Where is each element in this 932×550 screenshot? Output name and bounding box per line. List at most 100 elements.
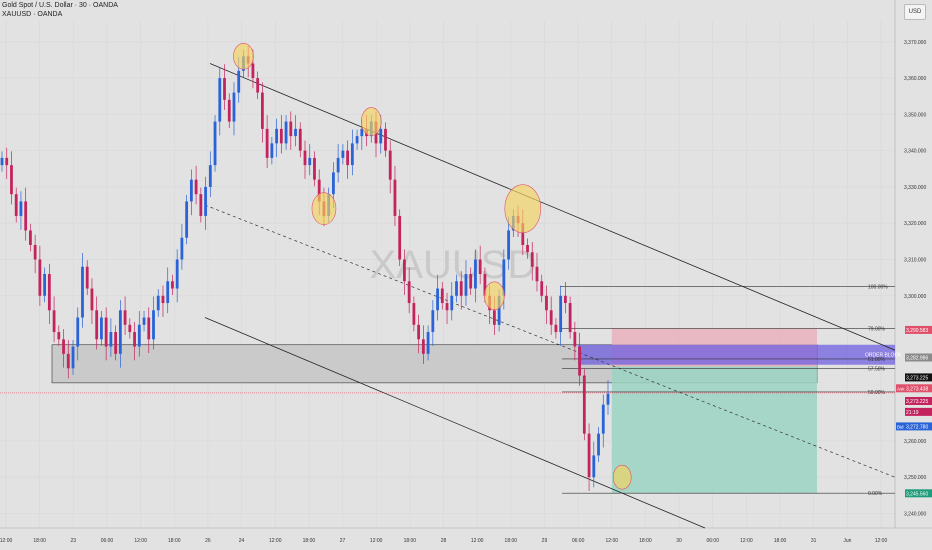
candle-body (540, 281, 544, 296)
candle-body (554, 324, 558, 333)
price-badge (905, 353, 932, 362)
currency-button[interactable]: USD (904, 4, 926, 20)
y-tick-label: 3,340.000 (904, 149, 926, 155)
candle-body (497, 295, 501, 325)
candle-body (360, 128, 364, 137)
candle-body (464, 274, 468, 296)
candle-body (57, 332, 61, 340)
candle-body (104, 317, 108, 347)
y-tick-label: 3,370.000 (904, 40, 926, 46)
candle-body (384, 128, 387, 151)
price-badge (905, 325, 932, 334)
candle-body (90, 288, 94, 311)
candle-body (587, 433, 591, 478)
candle-body (412, 303, 416, 325)
candle-body (526, 244, 529, 253)
y-tick-label: 3,320.000 (904, 221, 926, 227)
fib-level-label: 61.80% (868, 357, 886, 363)
swing-marker-3 (360, 107, 382, 136)
candle-body (436, 288, 439, 311)
candle-body (478, 259, 482, 274)
candle-body (445, 303, 449, 311)
candle-body (502, 259, 506, 296)
price-badge (905, 397, 932, 405)
x-tick-label: 12:00 (606, 538, 619, 544)
candle-body (85, 266, 89, 289)
candle-body (62, 339, 65, 354)
channel-lower-line (204, 317, 706, 529)
x-tick-label: 06:00 (101, 538, 114, 544)
x-tick-label: Jun (843, 538, 851, 544)
candle-body (185, 201, 189, 238)
candle-body (270, 143, 274, 158)
price-badge (905, 373, 932, 382)
candle-body (260, 92, 264, 129)
candle-body (379, 128, 383, 144)
candle-body (459, 281, 463, 296)
order-block-label: ORDER BLOCK (865, 353, 902, 359)
price-badge-tag (896, 384, 905, 393)
x-tick-label: 26 (205, 538, 211, 544)
candle-body (601, 404, 605, 434)
candle-body (355, 136, 359, 144)
x-tick-label: 12:00 (134, 538, 147, 544)
candle-body (294, 128, 297, 137)
candle-body (483, 274, 487, 296)
candle-body (545, 295, 548, 311)
price-badge-label: 21:19 (906, 410, 919, 416)
candle-body (251, 63, 255, 79)
candle-body (492, 310, 496, 325)
candle-body (109, 332, 113, 347)
candle-body (156, 295, 160, 311)
price-badge-tag-label: Bid (897, 424, 904, 429)
candle-body (431, 310, 435, 333)
candle-body (313, 157, 316, 180)
candle-body (559, 295, 563, 333)
candle-body (199, 194, 203, 216)
y-tick-label: 3,260.000 (904, 439, 926, 445)
candle-body (161, 295, 165, 304)
y-tick-label: 3,360.000 (904, 76, 926, 82)
x-tick-label: 06:00 (706, 538, 719, 544)
take-profit-zone (612, 366, 817, 494)
fib-level-label: 100.00% (868, 284, 888, 290)
candle-body (19, 201, 23, 216)
y-tick-label: 3,250.000 (904, 475, 926, 481)
candle-body (592, 455, 596, 478)
price-badge-label: 3,282.986 (906, 356, 928, 362)
candle-body (189, 179, 193, 202)
x-tick-label: 29 (542, 538, 548, 544)
channel-mid-line (204, 204, 896, 478)
candle-body (507, 230, 510, 260)
candle-body (227, 99, 231, 122)
candle-body (332, 172, 335, 195)
y-tick-label: 3,350.000 (904, 112, 926, 118)
swing-marker-2 (311, 192, 337, 225)
price-badge (905, 407, 932, 416)
candle-body (52, 310, 56, 333)
candle-body (403, 259, 406, 282)
swing-marker-6 (612, 464, 632, 490)
swing-marker-1 (233, 42, 254, 70)
candle-body (123, 310, 127, 325)
candle-body (194, 179, 198, 195)
swing-marker-4 (504, 184, 542, 233)
candle-body (33, 244, 37, 260)
x-tick-label: 18:00 (774, 538, 787, 544)
price-badge-tag-label: Ask (897, 386, 905, 391)
candle-body (213, 121, 217, 166)
x-tick-label: 12:00 (740, 538, 753, 544)
candle-body (573, 332, 577, 347)
candle-body (289, 121, 293, 137)
x-tick-label: 18:00 (639, 538, 652, 544)
candle-body (284, 121, 288, 144)
fib-level-label: 57.50% (868, 366, 886, 372)
candle-body (152, 310, 155, 340)
y-tick-label: 3,240.000 (904, 511, 926, 517)
x-tick-label: 06:00 (572, 538, 585, 544)
candle-body (100, 317, 103, 340)
fib-level-label: 79.00% (868, 326, 886, 332)
candle-body (71, 346, 75, 369)
